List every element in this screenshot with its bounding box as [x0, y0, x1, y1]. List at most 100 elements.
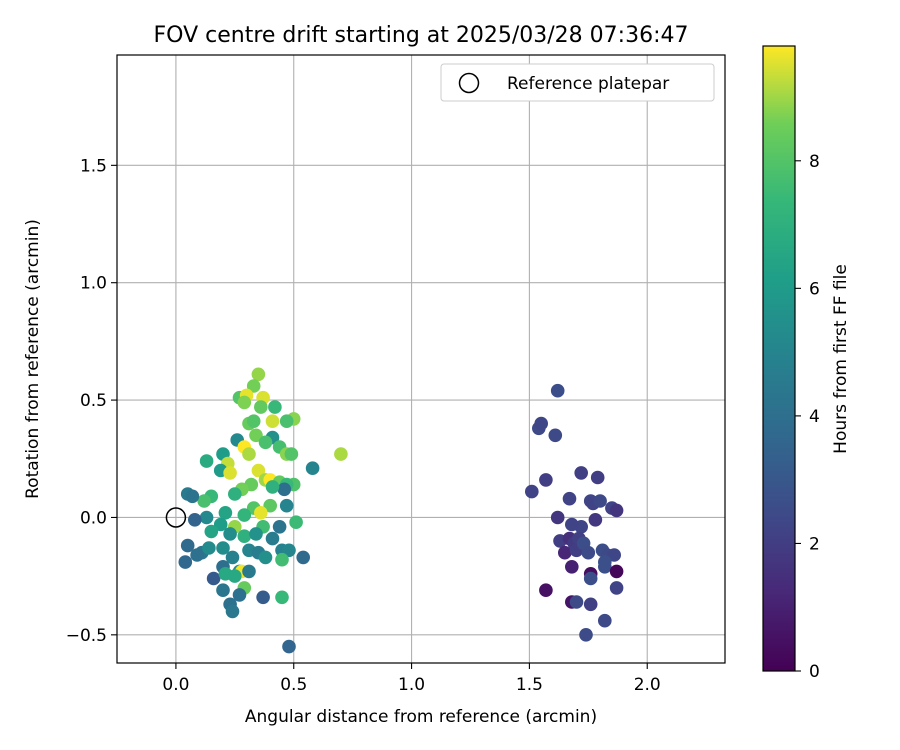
- reference-point-icon: [165, 507, 187, 528]
- data-point: [279, 414, 294, 429]
- reference-marker: [165, 507, 187, 528]
- data-point: [246, 379, 261, 393]
- legend-marker-icon: [458, 72, 480, 94]
- data-point: [190, 548, 204, 562]
- y-axis-ticks: −0.5 0.0 0.5 1.0 1.5: [66, 156, 117, 646]
- data-point: [534, 416, 548, 431]
- data-point: [232, 588, 247, 602]
- chart-title: FOV centre drift starting at 2025/03/28 …: [154, 23, 689, 48]
- data-point: [213, 517, 228, 532]
- data-point: [223, 527, 237, 541]
- data-point: [277, 482, 292, 497]
- data-point: [265, 414, 280, 429]
- data-point: [258, 550, 273, 565]
- data-point: [282, 639, 296, 654]
- data-point: [334, 447, 348, 461]
- data-point: [216, 583, 230, 597]
- data-point: [609, 564, 624, 579]
- data-point: [225, 550, 240, 565]
- data-point: [199, 510, 214, 525]
- data-point: [562, 491, 577, 506]
- data-point: [265, 531, 280, 546]
- data-point: [185, 489, 200, 504]
- data-point: [598, 560, 612, 574]
- data-point: [249, 428, 263, 443]
- data-point: [581, 545, 596, 560]
- data-point: [242, 447, 256, 461]
- data-point: [228, 487, 242, 501]
- data-point: [565, 517, 579, 532]
- data-point: [609, 581, 624, 595]
- colorbar: 0 2 4 6 8 Hours from first FF file: [762, 45, 851, 682]
- data-point: [188, 513, 202, 527]
- data-point: [265, 480, 280, 494]
- data-point: [272, 520, 287, 534]
- data-point: [263, 498, 278, 513]
- colorbar-tick-label: 4: [809, 407, 820, 427]
- data-point: [565, 560, 579, 574]
- y-axis-label: Rotation from reference (arcmin): [23, 219, 43, 499]
- y-tick-label: 0.0: [80, 508, 107, 528]
- data-point: [197, 494, 211, 508]
- data-point: [607, 548, 621, 562]
- data-point: [237, 529, 252, 543]
- y-tick-label: 0.5: [80, 391, 107, 411]
- data-point: [216, 541, 230, 555]
- data-point: [249, 527, 263, 541]
- data-point: [558, 545, 572, 560]
- y-tick-label: 1.0: [80, 274, 107, 294]
- data-point: [237, 395, 252, 410]
- data-point: [569, 595, 584, 609]
- data-point: [282, 543, 296, 558]
- data-point: [253, 506, 268, 520]
- data-point: [237, 508, 252, 522]
- data-point: [539, 583, 553, 597]
- data-point: [593, 494, 607, 508]
- data-point: [305, 461, 320, 476]
- data-point: [218, 506, 233, 520]
- data-point: [256, 590, 270, 605]
- colorbar-tick-label: 6: [809, 279, 820, 299]
- colorbar-ticks: 0 2 4 6 8: [795, 152, 820, 682]
- legend-box: [440, 63, 715, 102]
- data-point: [583, 597, 598, 612]
- data-point: [588, 513, 603, 527]
- colorbar-tick-label: 8: [809, 152, 820, 172]
- data-point: [180, 538, 195, 553]
- data-point: [206, 571, 221, 586]
- data-point: [548, 428, 563, 443]
- y-tick-label: 1.5: [80, 156, 107, 176]
- data-point: [275, 590, 289, 605]
- data-point: [598, 613, 612, 628]
- data-point: [550, 510, 565, 525]
- colorbar-gradient: [762, 45, 796, 672]
- colorbar-tick-label: 0: [809, 662, 820, 682]
- data-point: [590, 470, 605, 485]
- data-point: [289, 515, 303, 529]
- data-point: [204, 524, 219, 539]
- x-axis-ticks: 0.0 0.5 1.0 1.5 2.0: [162, 663, 661, 695]
- x-tick-label: 1.5: [516, 675, 543, 695]
- colorbar-label: Hours from first FF file: [831, 264, 851, 454]
- data-point: [579, 628, 593, 642]
- y-tick-label: −0.5: [66, 626, 107, 646]
- data-point: [609, 503, 624, 518]
- data-point: [225, 604, 240, 619]
- data-point: [539, 473, 553, 487]
- data-point: [253, 400, 268, 414]
- x-tick-label: 0.5: [280, 675, 307, 695]
- colorbar-tick-label: 2: [809, 534, 820, 554]
- data-point: [268, 400, 282, 414]
- data-point: [242, 564, 256, 579]
- plot-frame: [116, 54, 726, 664]
- data-point: [284, 447, 299, 461]
- data-point: [251, 463, 266, 478]
- data-point: [296, 550, 311, 565]
- data-point: [223, 466, 237, 480]
- data-point: [258, 435, 273, 450]
- grid: [117, 55, 725, 663]
- data-point: [574, 466, 588, 480]
- data-points: [178, 367, 624, 654]
- data-point: [550, 383, 565, 398]
- data-point: [279, 498, 294, 513]
